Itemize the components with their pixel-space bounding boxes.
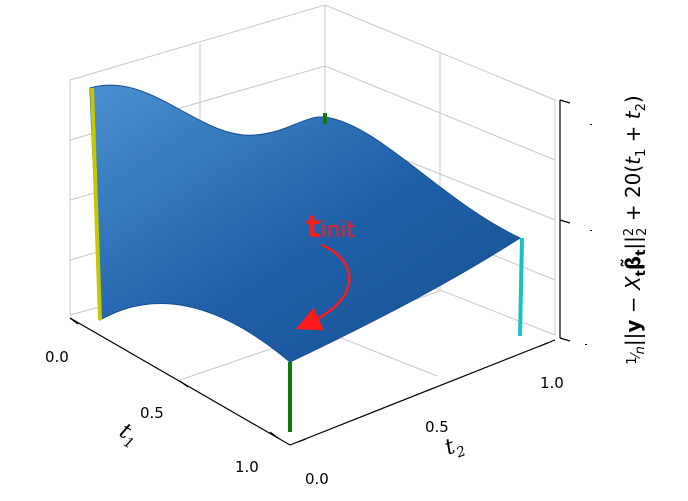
t1-tick-0: 0.0 bbox=[45, 348, 69, 366]
t2-ticks bbox=[297, 342, 549, 443]
t2-tick-0: 0.0 bbox=[305, 470, 329, 488]
post-t1-0-t2-0 bbox=[90, 87, 102, 321]
z-axis bbox=[559, 99, 571, 342]
t2-axis-label: t2 bbox=[442, 431, 469, 464]
loss-surface bbox=[89, 84, 522, 363]
t1-ticks bbox=[69, 317, 279, 439]
t1-tick-2: 1.0 bbox=[235, 458, 259, 476]
t-init-arrow bbox=[295, 243, 351, 331]
post-t1-1-t2-1 bbox=[518, 237, 524, 337]
t2-tick-2: 1.0 bbox=[540, 374, 564, 392]
z-axis-label: 1⁄n||y − Xtβ̃t||22 + 20(t1 + t2) bbox=[620, 95, 650, 365]
t-init-label: tinit bbox=[306, 210, 356, 245]
z-tick-marks bbox=[585, 124, 592, 345]
t1-axis-label: t1 bbox=[113, 419, 143, 453]
corner-posts bbox=[90, 87, 524, 432]
t-init-annotation: tinit bbox=[295, 210, 356, 331]
t2-tick-1: 0.5 bbox=[425, 418, 449, 436]
t1-tick-1: 0.5 bbox=[140, 404, 164, 422]
